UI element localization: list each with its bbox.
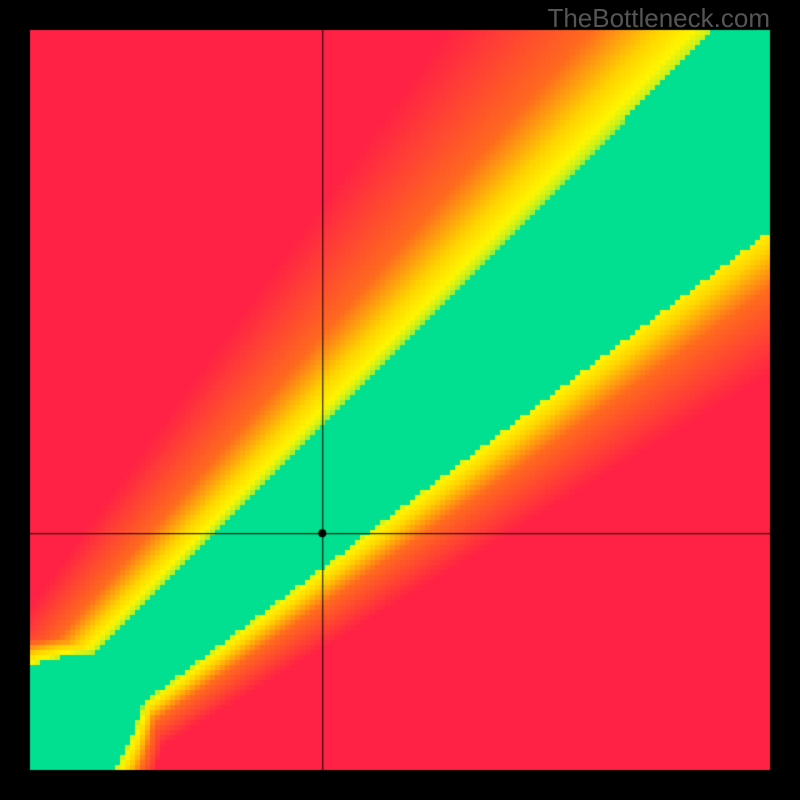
watermark-text: TheBottleneck.com — [547, 3, 770, 34]
chart-container: TheBottleneck.com — [0, 0, 800, 800]
bottleneck-heatmap — [0, 0, 800, 800]
